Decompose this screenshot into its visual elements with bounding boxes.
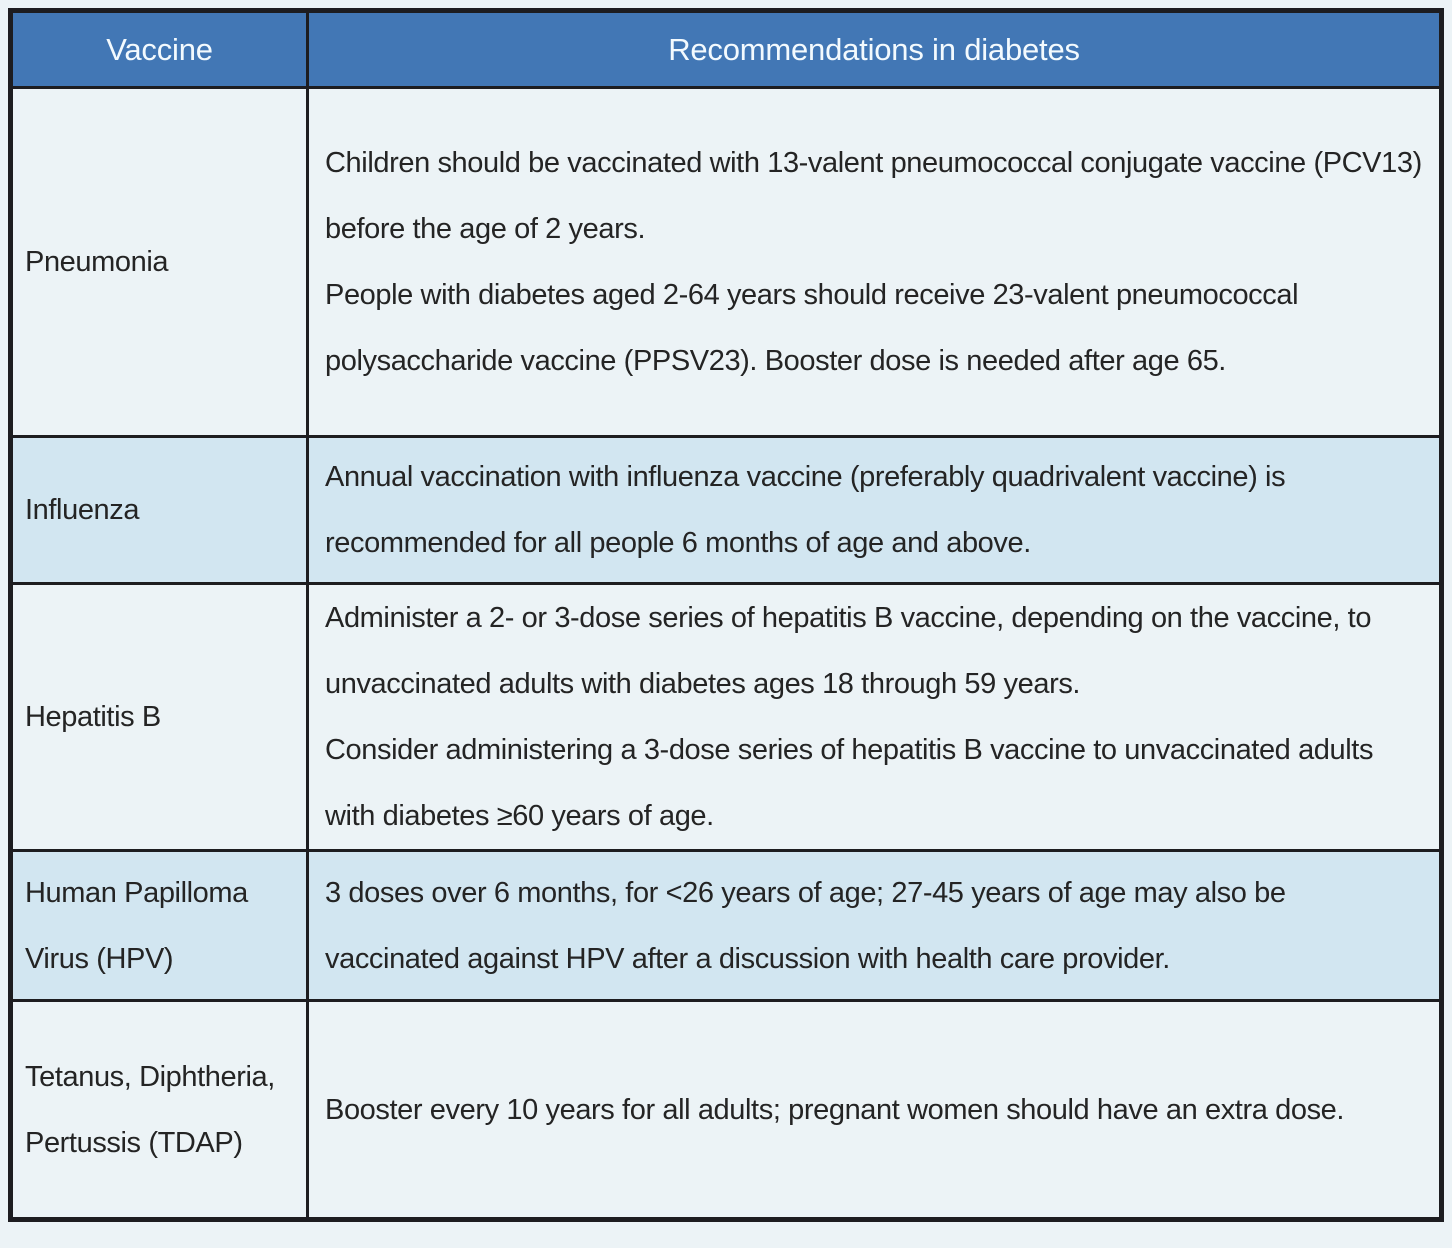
- recommendation-cell-tdap: Booster every 10 years for all adults; p…: [306, 999, 1443, 1221]
- recommendation-paragraph: Booster every 10 years for all adults; p…: [325, 1093, 1345, 1126]
- recommendation-paragraph: Administer a 2- or 3-dose series of hepa…: [325, 602, 1372, 700]
- recommendation-cell-hpv: 3 doses over 6 months, for <26 years of …: [306, 849, 1443, 1002]
- recommendation-cell-pneumonia: Children should be vaccinated with 13-va…: [306, 86, 1443, 438]
- vaccine-name-hepatitis-b: Hepatitis B: [9, 582, 309, 852]
- table-row-pneumonia: Pneumonia Children should be vaccinated …: [9, 86, 1443, 438]
- recommendation-paragraph: People with diabetes aged 2-64 years sho…: [325, 279, 1299, 377]
- header-row: Vaccine Recommendations in diabetes: [9, 9, 1443, 89]
- vaccine-name-pneumonia: Pneumonia: [9, 86, 309, 438]
- recommendation-paragraph: Annual vaccination with influenza vaccin…: [325, 461, 1286, 559]
- recommendation-cell-influenza: Annual vaccination with influenza vaccin…: [306, 435, 1443, 585]
- table-row-influenza: Influenza Annual vaccination with influe…: [9, 435, 1443, 585]
- vaccine-name-tdap: Tetanus, Diphtheria, Pertussis (TDAP): [9, 999, 309, 1221]
- column-header-recommendations: Recommendations in diabetes: [306, 9, 1443, 89]
- recommendation-paragraph: Consider administering a 3-dose series o…: [325, 734, 1374, 832]
- vaccine-name-influenza: Influenza: [9, 435, 309, 585]
- table-row-tdap: Tetanus, Diphtheria, Pertussis (TDAP) Bo…: [9, 999, 1443, 1221]
- table-row-hpv: Human Papilloma Virus (HPV) 3 doses over…: [9, 849, 1443, 1002]
- table-row-hepatitis-b: Hepatitis B Administer a 2- or 3-dose se…: [9, 582, 1443, 852]
- vaccine-name-hpv: Human Papilloma Virus (HPV): [9, 849, 309, 1002]
- recommendation-paragraph: Children should be vaccinated with 13-va…: [325, 147, 1422, 245]
- recommendation-cell-hepatitis-b: Administer a 2- or 3-dose series of hepa…: [306, 582, 1443, 852]
- vaccine-recommendations-table: Vaccine Recommendations in diabetes Pneu…: [8, 8, 1444, 1222]
- column-header-vaccine: Vaccine: [9, 9, 309, 89]
- recommendation-paragraph: 3 doses over 6 months, for <26 years of …: [325, 876, 1286, 975]
